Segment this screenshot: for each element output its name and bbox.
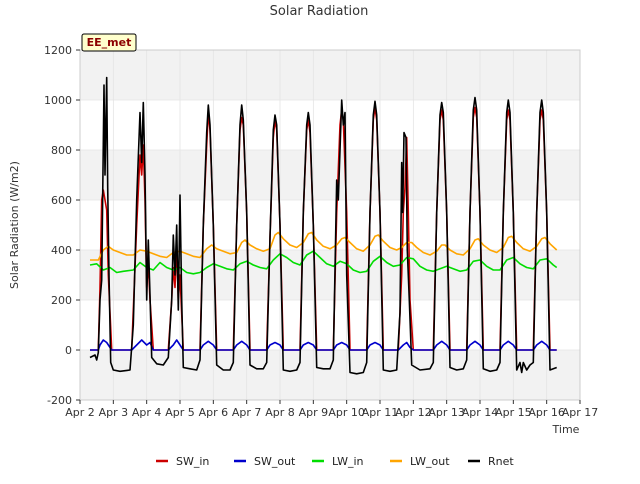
legend-label: LW_out	[410, 455, 450, 468]
x-tick-label: Apr 11	[362, 406, 399, 419]
x-axis-label: Time	[552, 423, 580, 436]
legend-item-sw-in: SW_in	[156, 455, 209, 468]
badge-label: EE_met	[87, 36, 132, 49]
x-tick-label: Apr 9	[299, 406, 329, 419]
series-line-lw-in	[89, 250, 558, 275]
legend-item-lw-out: LW_out	[390, 455, 450, 468]
series-line-rnet	[89, 76, 557, 375]
x-tick-label: Apr 5	[165, 406, 195, 419]
y-tick-label: 400	[51, 244, 72, 257]
chart-title: Solar Radiation	[270, 4, 369, 19]
y-tick-label: 1000	[44, 94, 72, 107]
y-tick-label: -200	[47, 394, 72, 407]
plot-frame	[79, 49, 581, 401]
legend: SW_in SW_out LW_in LW_out Rnet	[156, 455, 514, 468]
legend-item-rnet: Rnet	[468, 455, 514, 468]
x-tick-label: Apr 3	[99, 406, 129, 419]
x-tick-label: Apr 13	[428, 406, 465, 419]
legend-label: LW_in	[332, 455, 364, 468]
plot-band	[80, 150, 580, 200]
plot-band	[80, 250, 580, 300]
y-tick-label: 1200	[44, 44, 72, 57]
y-tick-label: 600	[51, 194, 72, 207]
ee-met-badge: EE_met	[81, 33, 137, 52]
x-tick-label: Apr 16	[528, 406, 565, 419]
plot-background	[80, 50, 580, 400]
x-tick-label: Apr 2	[65, 406, 95, 419]
legend-label: SW_in	[176, 455, 209, 468]
legend-label: Rnet	[488, 455, 514, 468]
x-tick-label: Apr 7	[232, 406, 262, 419]
y-tick-label: 800	[51, 144, 72, 157]
x-tick-label: Apr 14	[462, 406, 499, 419]
x-tick-label: Apr 15	[495, 406, 532, 419]
y-tick-label: 0	[65, 344, 72, 357]
legend-item-lw-in: LW_in	[312, 455, 364, 468]
legend-item-sw-out: SW_out	[234, 455, 296, 468]
x-tick-label: Apr 4	[132, 406, 162, 419]
y-tick-label: 200	[51, 294, 72, 307]
x-tick-label: Apr 12	[395, 406, 432, 419]
x-tick-label: Apr 6	[199, 406, 229, 419]
x-tick-label: Apr 8	[265, 406, 295, 419]
y-axis-label: Solar Radiation (W/m2)	[8, 161, 21, 289]
x-tick-label: Apr 17	[562, 406, 599, 419]
legend-label: SW_out	[254, 455, 296, 468]
plot-band	[80, 50, 580, 100]
plot-band	[80, 350, 580, 400]
x-tick-label: Apr 10	[328, 406, 365, 419]
